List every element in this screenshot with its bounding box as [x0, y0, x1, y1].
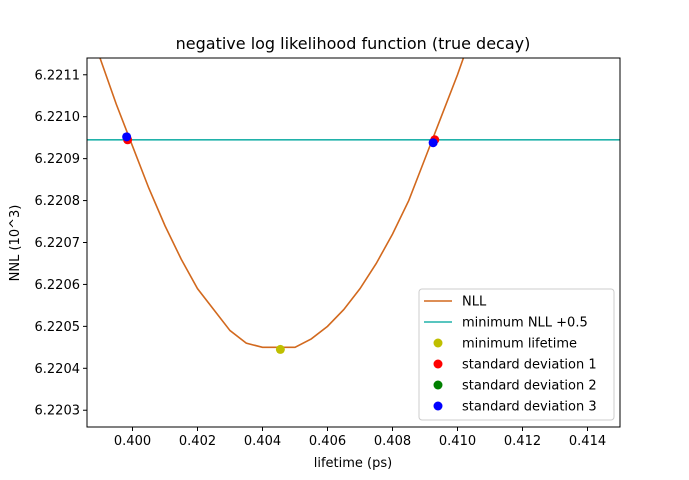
plot-area — [87, 58, 620, 354]
legend-marker-minimum-lifetime — [433, 338, 443, 348]
series-line-nll — [99, 58, 465, 349]
x-axis-label: lifetime (ps) — [314, 456, 392, 471]
y-tick-label: 6.2211 — [35, 68, 81, 83]
legend-marker-standard-deviation-3 — [433, 401, 443, 411]
y-axis: 6.2203 6.2204 6.2205 6.2206 6.2207 6.2208 6.22… — [35, 68, 87, 419]
legend: NLL minimum NLL +0.5 minimum lifetime stand… — [418, 288, 615, 421]
legend-marker-standard-deviation-1 — [433, 359, 443, 369]
chart-title: negative log likelihood function (true d… — [176, 34, 531, 53]
x-axis: 0.400 0.402 0.404 0.406 0.408 0.410 0.412 0.414 — [114, 427, 606, 449]
y-tick-label: 6.2205 — [35, 320, 81, 335]
x-tick-label: 0.410 — [439, 434, 476, 449]
legend-label: minimum NLL +0.5 — [462, 316, 588, 331]
legend-label: minimum lifetime — [462, 337, 577, 352]
legend-label: standard deviation 3 — [462, 400, 597, 415]
y-tick-label: 6.2206 — [35, 278, 81, 293]
y-tick-label: 6.2209 — [35, 152, 81, 167]
y-tick-label: 6.2204 — [35, 362, 81, 377]
legend-label: standard deviation 2 — [462, 379, 597, 394]
y-tick-label: 6.2210 — [35, 110, 81, 125]
legend-label: NLL — [462, 295, 487, 310]
point-minimum-lifetime — [275, 344, 285, 354]
y-tick-label: 6.2208 — [35, 194, 81, 209]
legend-label: standard deviation 1 — [462, 358, 597, 373]
legend-box — [418, 288, 615, 421]
point-standard-deviation-3 — [122, 132, 132, 142]
point-standard-deviation-3 — [428, 138, 438, 148]
x-tick-label: 0.406 — [309, 434, 346, 449]
x-tick-label: 0.408 — [374, 434, 411, 449]
x-tick-label: 0.412 — [504, 434, 541, 449]
x-tick-label: 0.400 — [114, 434, 151, 449]
legend-marker-standard-deviation-2 — [433, 380, 443, 390]
y-tick-label: 6.2203 — [35, 404, 81, 419]
x-tick-label: 0.414 — [569, 434, 606, 449]
x-tick-label: 0.402 — [179, 434, 216, 449]
y-axis-label: NNL (10^3) — [8, 205, 23, 282]
x-tick-label: 0.404 — [244, 434, 281, 449]
y-tick-label: 6.2207 — [35, 236, 81, 251]
